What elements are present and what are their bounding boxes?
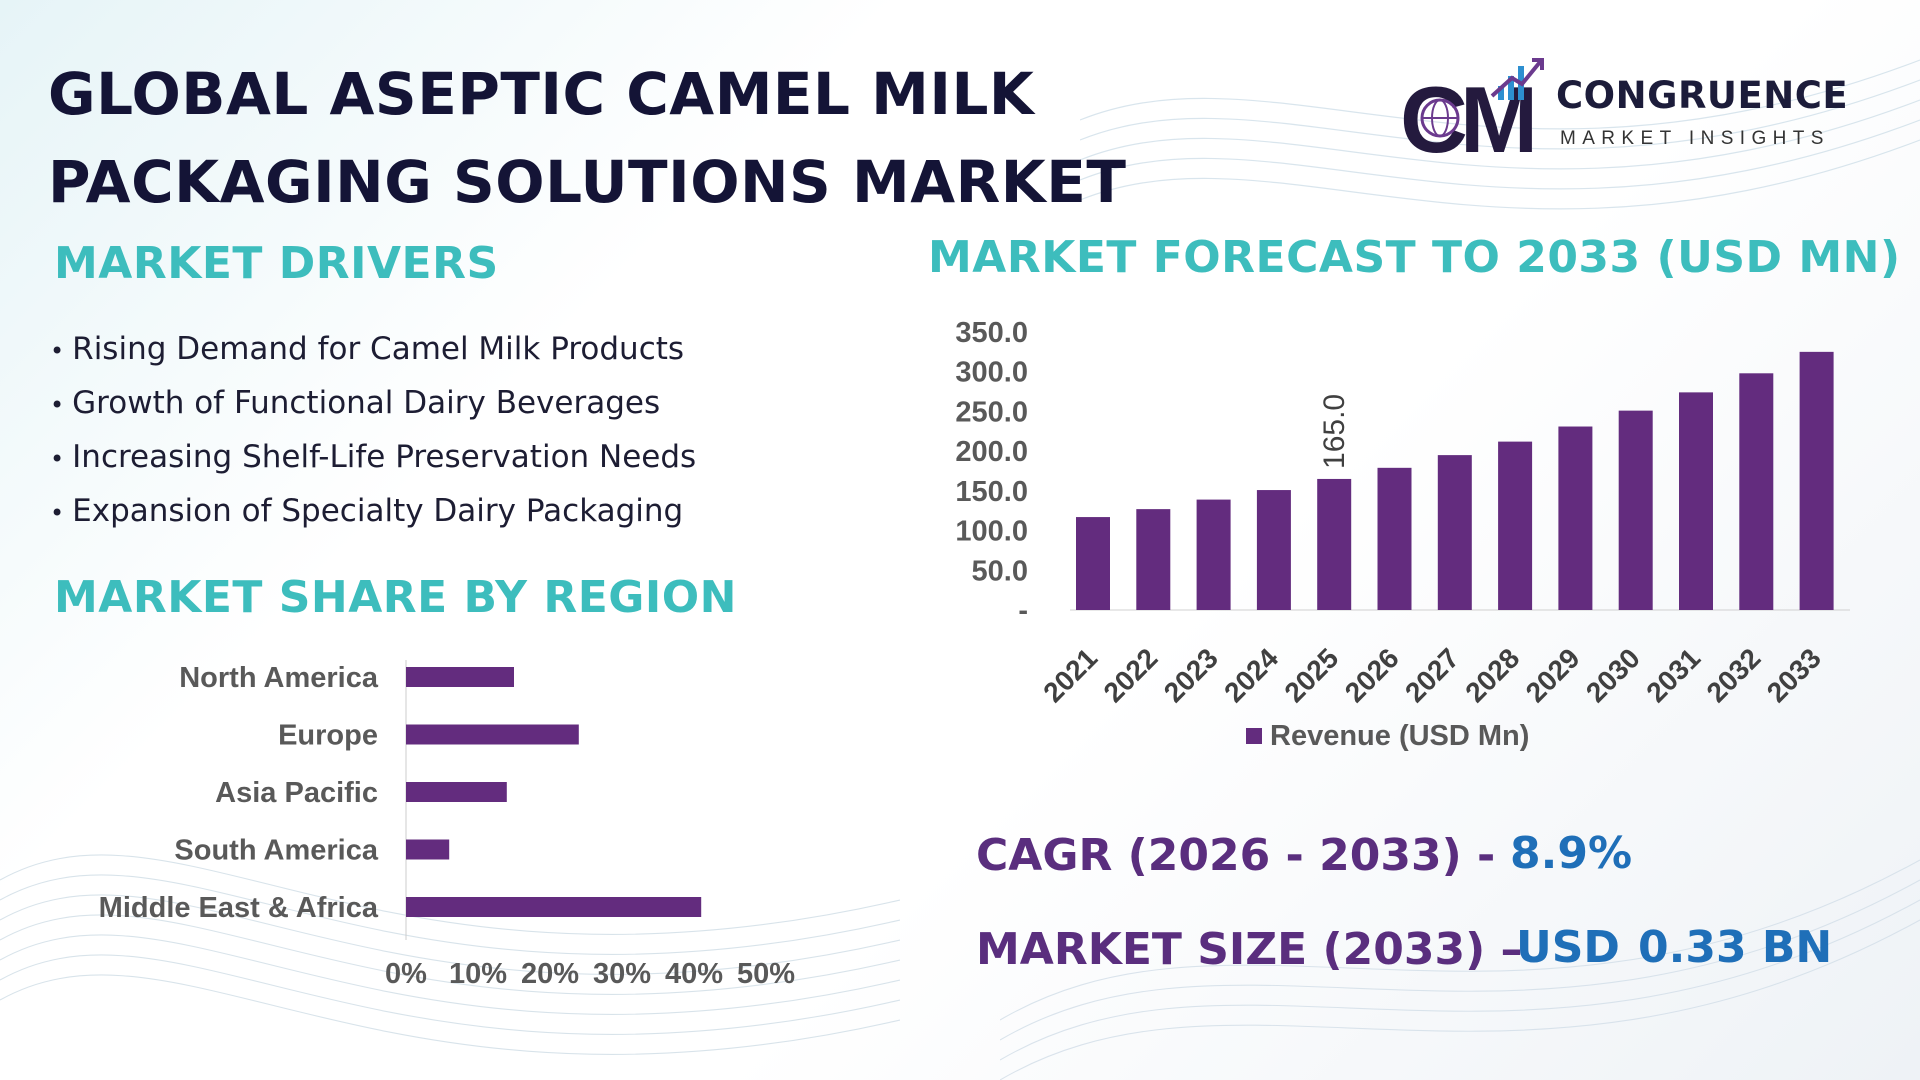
market-share-heading: MARKET SHARE BY REGION	[54, 572, 737, 623]
forecast-x-tick-label: 2031	[1640, 642, 1706, 708]
title-line-1: GLOBAL ASEPTIC CAMEL MILK	[48, 60, 1035, 128]
forecast-x-tick-label: 2021	[1037, 642, 1103, 708]
region-bar	[406, 839, 450, 860]
forecast-bar	[1256, 490, 1291, 610]
forecast-bar	[1739, 373, 1774, 610]
forecast-x-tick-label: 2033	[1761, 642, 1827, 708]
forecast-bar	[1437, 455, 1472, 610]
region-bar	[406, 897, 702, 917]
region-category-label: Asia Pacific	[215, 777, 378, 809]
forecast-x-tick-label: 2030	[1580, 642, 1646, 708]
forecast-bar	[1558, 426, 1593, 610]
forecast-bar	[1799, 351, 1834, 610]
logo-name: CONGRUENCE	[1556, 74, 1849, 117]
region-share-chart: North America Europe Asia Pacific South Ame…	[99, 660, 795, 990]
forecast-x-tick-label: 2026	[1339, 642, 1405, 708]
forecast-x-tick-label: 2024	[1218, 642, 1284, 708]
forecast-bar	[1196, 499, 1231, 610]
forecast-bar	[1679, 392, 1713, 610]
market-size-currency: USD	[1516, 922, 1620, 973]
legend-swatch	[1246, 728, 1262, 744]
region-category-label: Middle East & Africa	[99, 892, 379, 924]
forecast-y-tick-label: 50.0	[972, 555, 1028, 587]
cagr-label: CAGR (2026 - 2033) -	[976, 830, 1496, 881]
region-x-tick-label: 20%	[521, 958, 579, 990]
region-category-label: Europe	[278, 720, 378, 752]
forecast-bar	[1076, 517, 1110, 610]
region-x-tick-label: 30%	[593, 958, 651, 990]
region-bar	[406, 724, 579, 745]
driver-item: Rising Demand for Camel Milk Products	[50, 322, 696, 376]
region-bar	[406, 667, 514, 687]
forecast-x-tick-label: 2028	[1459, 642, 1525, 708]
market-forecast-heading: MARKET FORECAST TO 2033 (USD MN)	[928, 232, 1901, 283]
forecast-bar	[1317, 478, 1352, 610]
cagr-value: 8.9%	[1510, 828, 1633, 879]
region-x-tick-label: 0%	[385, 958, 427, 990]
globe-bar-chart-icon: CM	[1400, 58, 1544, 166]
forecast-x-tick-label: 2032	[1701, 642, 1767, 708]
legend-label: Revenue (USD Mn)	[1270, 720, 1529, 752]
forecast-x-tick-label: 2029	[1520, 642, 1586, 708]
title-line-2: PACKAGING SOLUTIONS MARKET	[48, 148, 1127, 216]
region-category-label: North America	[179, 662, 379, 694]
driver-item: Expansion of Specialty Dairy Packaging	[50, 484, 696, 538]
forecast-x-tick-label: 2025	[1278, 642, 1344, 708]
forecast-bar	[1498, 441, 1533, 610]
forecast-y-tick-label: 350.0	[955, 317, 1028, 349]
page-title: GLOBAL ASEPTIC CAMEL MILK PACKAGING SOLU…	[48, 50, 1208, 226]
region-category-label: South America	[174, 835, 378, 867]
region-bar	[406, 782, 507, 802]
forecast-x-tick-label: 2023	[1158, 642, 1224, 708]
forecast-y-tick-label: 200.0	[955, 436, 1028, 468]
driver-item: Growth of Functional Dairy Beverages	[50, 376, 696, 430]
market-size-value: 0.33 BN	[1638, 922, 1833, 973]
background-wave-bottom-right	[1000, 859, 1920, 1080]
logo: CM CONGRUENCE MARKET INSIGHTS	[1400, 56, 1880, 166]
forecast-y-tick-label: 250.0	[955, 396, 1028, 428]
forecast-y-tick-label: 100.0	[955, 516, 1028, 548]
forecast-y-tick-label: 150.0	[955, 476, 1028, 508]
market-forecast-chart: -50.0100.0150.0200.0250.0300.0350.020212…	[955, 317, 1850, 752]
market-size-label: MARKET SIZE (2033) –	[976, 924, 1523, 975]
forecast-bar	[1136, 509, 1171, 610]
market-drivers-heading: MARKET DRIVERS	[54, 238, 499, 289]
forecast-y-tick-label: -	[1018, 595, 1028, 627]
region-x-tick-label: 10%	[449, 958, 507, 990]
driver-item: Increasing Shelf-Life Preservation Needs	[50, 430, 696, 484]
region-x-tick-label: 40%	[665, 958, 723, 990]
forecast-bar	[1377, 467, 1412, 610]
market-drivers-list: Rising Demand for Camel Milk Products Gr…	[50, 322, 696, 538]
forecast-data-label: 165.0	[1318, 394, 1351, 469]
logo-subtitle: MARKET INSIGHTS	[1560, 128, 1830, 149]
forecast-bar	[1618, 410, 1653, 610]
forecast-x-tick-label: 2027	[1399, 642, 1465, 708]
forecast-x-tick-label: 2022	[1098, 642, 1164, 708]
forecast-y-tick-label: 300.0	[955, 357, 1028, 389]
region-x-tick-label: 50%	[737, 958, 795, 990]
